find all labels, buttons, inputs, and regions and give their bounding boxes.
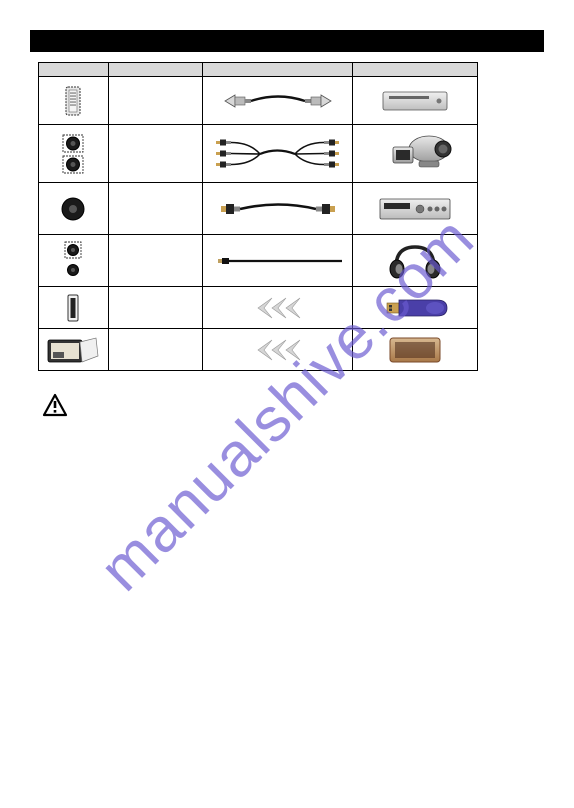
computer-icon bbox=[375, 84, 455, 118]
camcorder-icon bbox=[375, 129, 455, 179]
usb-port-icon bbox=[58, 290, 88, 326]
col-header-type bbox=[108, 63, 202, 77]
col-header-connector bbox=[39, 63, 109, 77]
amplifier-icon bbox=[374, 191, 456, 227]
av-cable-icon bbox=[210, 131, 345, 177]
table-row bbox=[39, 183, 478, 235]
table-row bbox=[39, 235, 478, 287]
table-header-row bbox=[39, 63, 478, 77]
connectors-table bbox=[38, 62, 478, 371]
table-row bbox=[39, 125, 478, 183]
table-row bbox=[39, 329, 478, 371]
audio-jacks-icon bbox=[53, 238, 93, 284]
table-row bbox=[39, 287, 478, 329]
cam-module-icon bbox=[382, 332, 448, 368]
table-row bbox=[39, 77, 478, 125]
manual-page: manualshive.com bbox=[0, 0, 574, 808]
caution-icon bbox=[42, 393, 68, 417]
chevrons-icon bbox=[238, 294, 318, 322]
ci-slot-icon bbox=[44, 332, 102, 368]
headphone-cable-icon bbox=[210, 248, 345, 274]
chevrons-icon bbox=[238, 336, 318, 364]
col-header-cables bbox=[203, 63, 353, 77]
section-header-bar bbox=[30, 30, 544, 52]
col-header-device bbox=[353, 63, 478, 77]
coax-cable-icon bbox=[213, 194, 343, 224]
usb-stick-icon bbox=[377, 292, 453, 324]
coax-jack-icon bbox=[53, 187, 93, 231]
headphones-icon bbox=[382, 239, 448, 283]
vga-port-icon bbox=[56, 81, 90, 121]
rca-jacks-icon bbox=[53, 129, 93, 179]
vga-cable-icon bbox=[213, 84, 343, 118]
